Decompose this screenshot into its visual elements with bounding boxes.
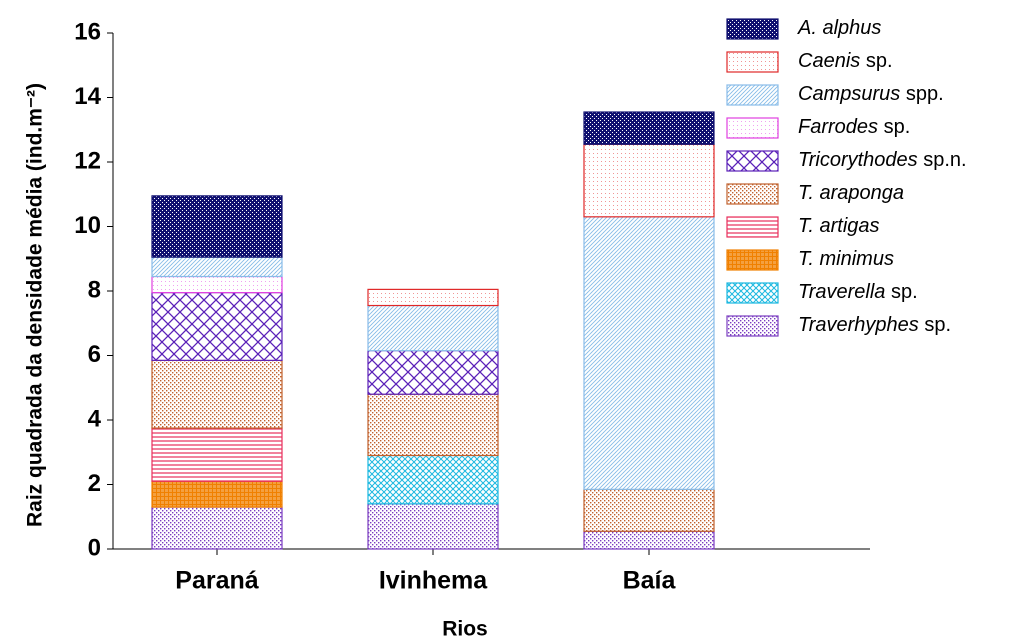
- y-axis-label: Raiz quadrada da densidade média (ind.m⁻…: [24, 83, 47, 527]
- bar-segment: [367, 304, 499, 352]
- y-tick-label: 16: [74, 18, 101, 45]
- bar-segment: [367, 393, 499, 457]
- x-tick-label: Ivinhema: [379, 567, 488, 595]
- y-tick-label: 2: [88, 470, 101, 497]
- bar-segment: [583, 488, 715, 532]
- y-tick-label: 0: [88, 534, 101, 561]
- legend-label: A. alphus: [797, 17, 881, 39]
- bar-segment: [583, 530, 715, 550]
- legend-swatch: [726, 51, 779, 73]
- legend-swatch: [726, 84, 779, 106]
- legend-label: Traverella sp.: [798, 281, 918, 303]
- bar-segment: [151, 359, 283, 429]
- y-tick-label: 4: [88, 405, 102, 432]
- bar-segment: [367, 288, 499, 307]
- legend-label: Farrodes sp.: [798, 116, 910, 138]
- bar-segment: [151, 427, 283, 482]
- legend-swatch: [726, 315, 779, 337]
- y-tick-label: 6: [88, 341, 101, 368]
- legend-swatch: [726, 117, 779, 139]
- bar-segment: [151, 256, 283, 278]
- legend-label: T. artigas: [798, 215, 880, 237]
- legend-label: Traverhyphes sp.: [798, 314, 951, 336]
- y-tick-label: 12: [74, 147, 101, 174]
- y-tick-label: 14: [74, 83, 101, 110]
- bar-segment: [151, 195, 283, 258]
- bar-segment: [367, 503, 499, 550]
- legend-swatch: [726, 282, 779, 304]
- bar-segment: [151, 275, 283, 294]
- legend-swatch: [726, 216, 779, 238]
- x-tick-label: Paraná: [175, 567, 258, 595]
- legend-swatch: [726, 249, 779, 271]
- bar-segment: [367, 454, 499, 505]
- bar-segment: [583, 111, 715, 145]
- x-tick-label: Baía: [623, 567, 677, 595]
- legend-label: Caenis sp.: [798, 50, 893, 72]
- bar-segment: [151, 480, 283, 508]
- legend-label: Campsurus spp.: [798, 83, 944, 105]
- bar-segment: [367, 350, 499, 395]
- y-tick-label: 8: [88, 276, 101, 303]
- y-tick-label: 10: [74, 212, 101, 239]
- bar-segment: [583, 216, 715, 490]
- legend-swatch: [726, 18, 779, 40]
- x-axis-label: Rios: [442, 618, 488, 641]
- bar-segment: [151, 506, 283, 550]
- legend-label: T. minimus: [798, 248, 894, 270]
- bar-segment: [151, 292, 283, 361]
- legend-label: T. araponga: [798, 182, 904, 204]
- bar-segment: [583, 143, 715, 218]
- legend-swatch: [726, 183, 779, 205]
- legend-label: Tricorythodes sp.n.: [798, 149, 967, 171]
- legend-swatch: [726, 150, 779, 172]
